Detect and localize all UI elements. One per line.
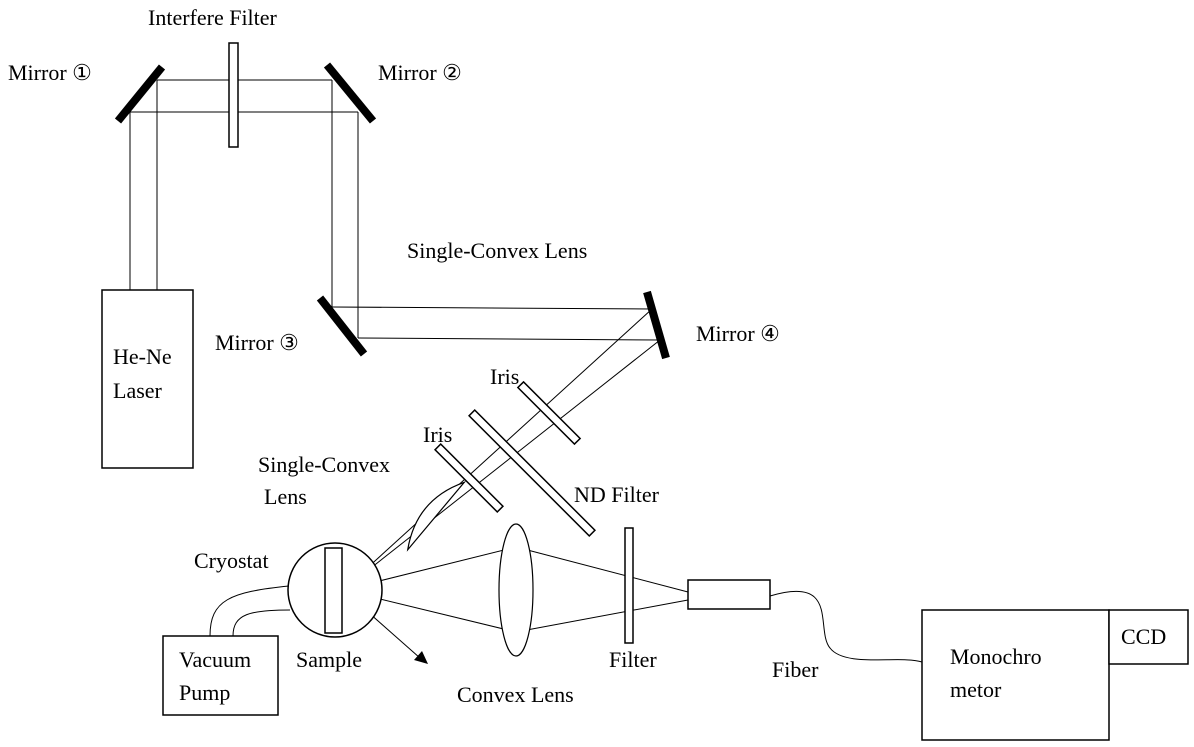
label-mirror-2: Mirror ② <box>378 60 462 85</box>
mirror-2 <box>323 62 377 124</box>
laser-beam-path <box>129 79 661 591</box>
label-mirror-4: Mirror ④ <box>696 321 780 346</box>
label-fiber: Fiber <box>772 657 819 682</box>
single-convex-lens <box>406 480 467 552</box>
label-ccd: CCD <box>1121 624 1166 649</box>
label-single-convex-lens-line2: Lens <box>264 484 307 509</box>
emission-filter <box>624 527 634 644</box>
label-vacuum-pump-line1: Vacuum <box>179 647 251 672</box>
monochromator <box>921 609 1110 741</box>
label-nd-filter: ND Filter <box>574 482 660 507</box>
nd-filter <box>468 409 596 537</box>
mirror-3 <box>316 295 368 357</box>
sample <box>324 547 343 634</box>
vacuum-pump <box>162 635 279 716</box>
label-filter: Filter <box>609 647 657 672</box>
mirror-1 <box>114 64 166 124</box>
label-mirror-1: Mirror ① <box>8 60 92 85</box>
interference-filter <box>228 42 239 148</box>
label-cryostat: Cryostat <box>194 548 269 573</box>
label-monochromator-line1: Monochro <box>950 644 1042 669</box>
label-mirror-3: Mirror ③ <box>215 330 299 355</box>
label-iris-lower: Iris <box>423 422 452 447</box>
vacuum-tube-inner <box>232 609 291 637</box>
label-vacuum-pump-line2: Pump <box>179 680 230 705</box>
fiber-coupler <box>687 579 771 610</box>
mirror-4 <box>643 290 670 360</box>
label-laser-line1: He-Ne <box>113 344 172 369</box>
label-interfere-filter: Interfere Filter <box>148 5 278 30</box>
label-sample: Sample <box>296 647 362 672</box>
label-single-convex-lens-line1: Single-Convex <box>258 452 390 477</box>
reflection-arrowhead-icon <box>414 651 428 664</box>
he-ne-laser <box>101 289 194 469</box>
label-single-convex-lens-top: Single-Convex Lens <box>407 238 587 263</box>
label-iris-upper: Iris <box>490 364 519 389</box>
label-convex-lens: Convex Lens <box>457 682 574 707</box>
iris-upper <box>516 380 582 446</box>
optical-fiber <box>769 590 923 663</box>
ccd-camera <box>1108 609 1189 665</box>
iris-lower <box>433 442 505 514</box>
vacuum-tube-outer <box>209 585 290 637</box>
label-monochromator-line2: metor <box>950 677 1002 702</box>
convex-lens <box>498 523 534 657</box>
label-laser-line2: Laser <box>113 378 163 403</box>
